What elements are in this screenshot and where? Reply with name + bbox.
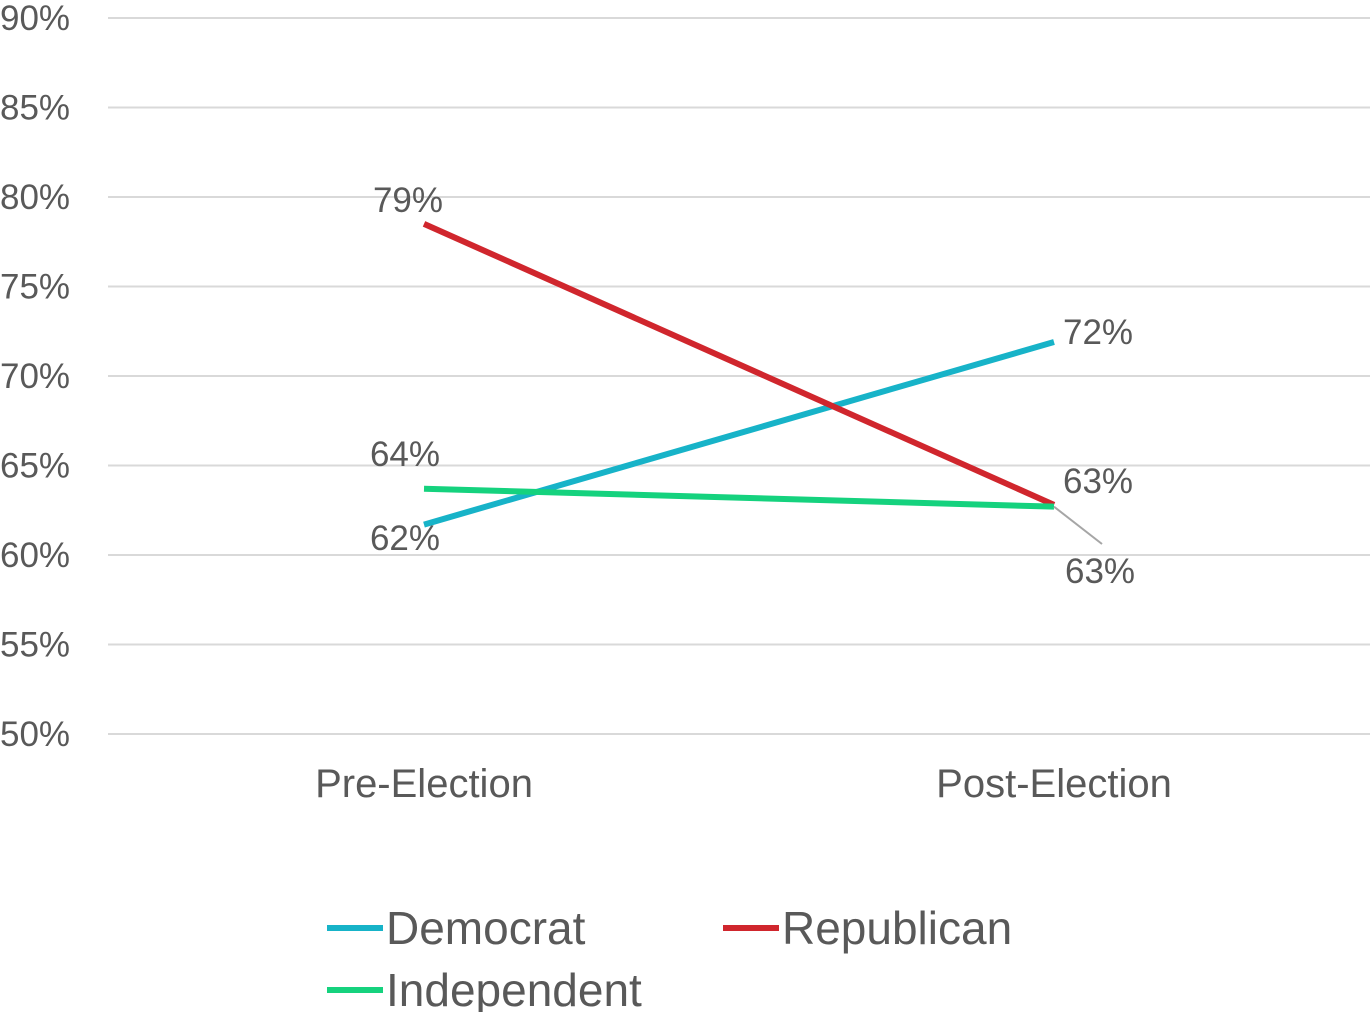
legend-item-independent: Independent <box>327 964 642 1012</box>
data-label-republican: 63% <box>1063 462 1133 501</box>
x-tick-label: Pre-Election <box>315 762 533 806</box>
series-line-republican <box>422 221 1056 508</box>
y-tick-label: 85% <box>0 89 70 128</box>
gridlines <box>108 17 1370 735</box>
y-tick-label: 75% <box>0 268 70 307</box>
x-axis: Pre-Election Post-Election <box>315 762 1172 806</box>
legend-label-republican: Republican <box>782 902 1012 954</box>
y-tick-label: 60% <box>0 536 70 575</box>
legend-label-democrat: Democrat <box>386 902 586 954</box>
y-axis: 50% 55% 60% 65% 70% 75% 80% 85% 90% <box>0 0 70 754</box>
series-lines <box>422 221 1056 528</box>
y-tick-label: 65% <box>0 447 70 486</box>
data-labels: 62% 72% 79% 63% 64% 63% <box>370 181 1135 591</box>
data-label-republican: 79% <box>373 181 443 220</box>
y-tick-label: 90% <box>0 0 70 38</box>
legend-item-democrat: Democrat <box>327 902 586 954</box>
y-tick-label: 50% <box>0 715 70 754</box>
y-tick-label: 80% <box>0 178 70 217</box>
leader-line-independent <box>1053 505 1103 545</box>
y-tick-label: 55% <box>0 626 70 665</box>
data-label-democrat: 62% <box>370 519 440 558</box>
x-tick-label: Post-Election <box>936 762 1172 806</box>
y-tick-label: 70% <box>0 357 70 396</box>
legend: Democrat Republican Independent <box>327 902 1012 1012</box>
data-label-independent: 64% <box>370 435 440 474</box>
legend-label-independent: Independent <box>386 964 642 1012</box>
legend-item-republican: Republican <box>723 902 1012 954</box>
data-label-independent: 63% <box>1065 552 1135 591</box>
series-line-independent <box>423 485 1055 510</box>
data-label-democrat: 72% <box>1063 313 1133 352</box>
